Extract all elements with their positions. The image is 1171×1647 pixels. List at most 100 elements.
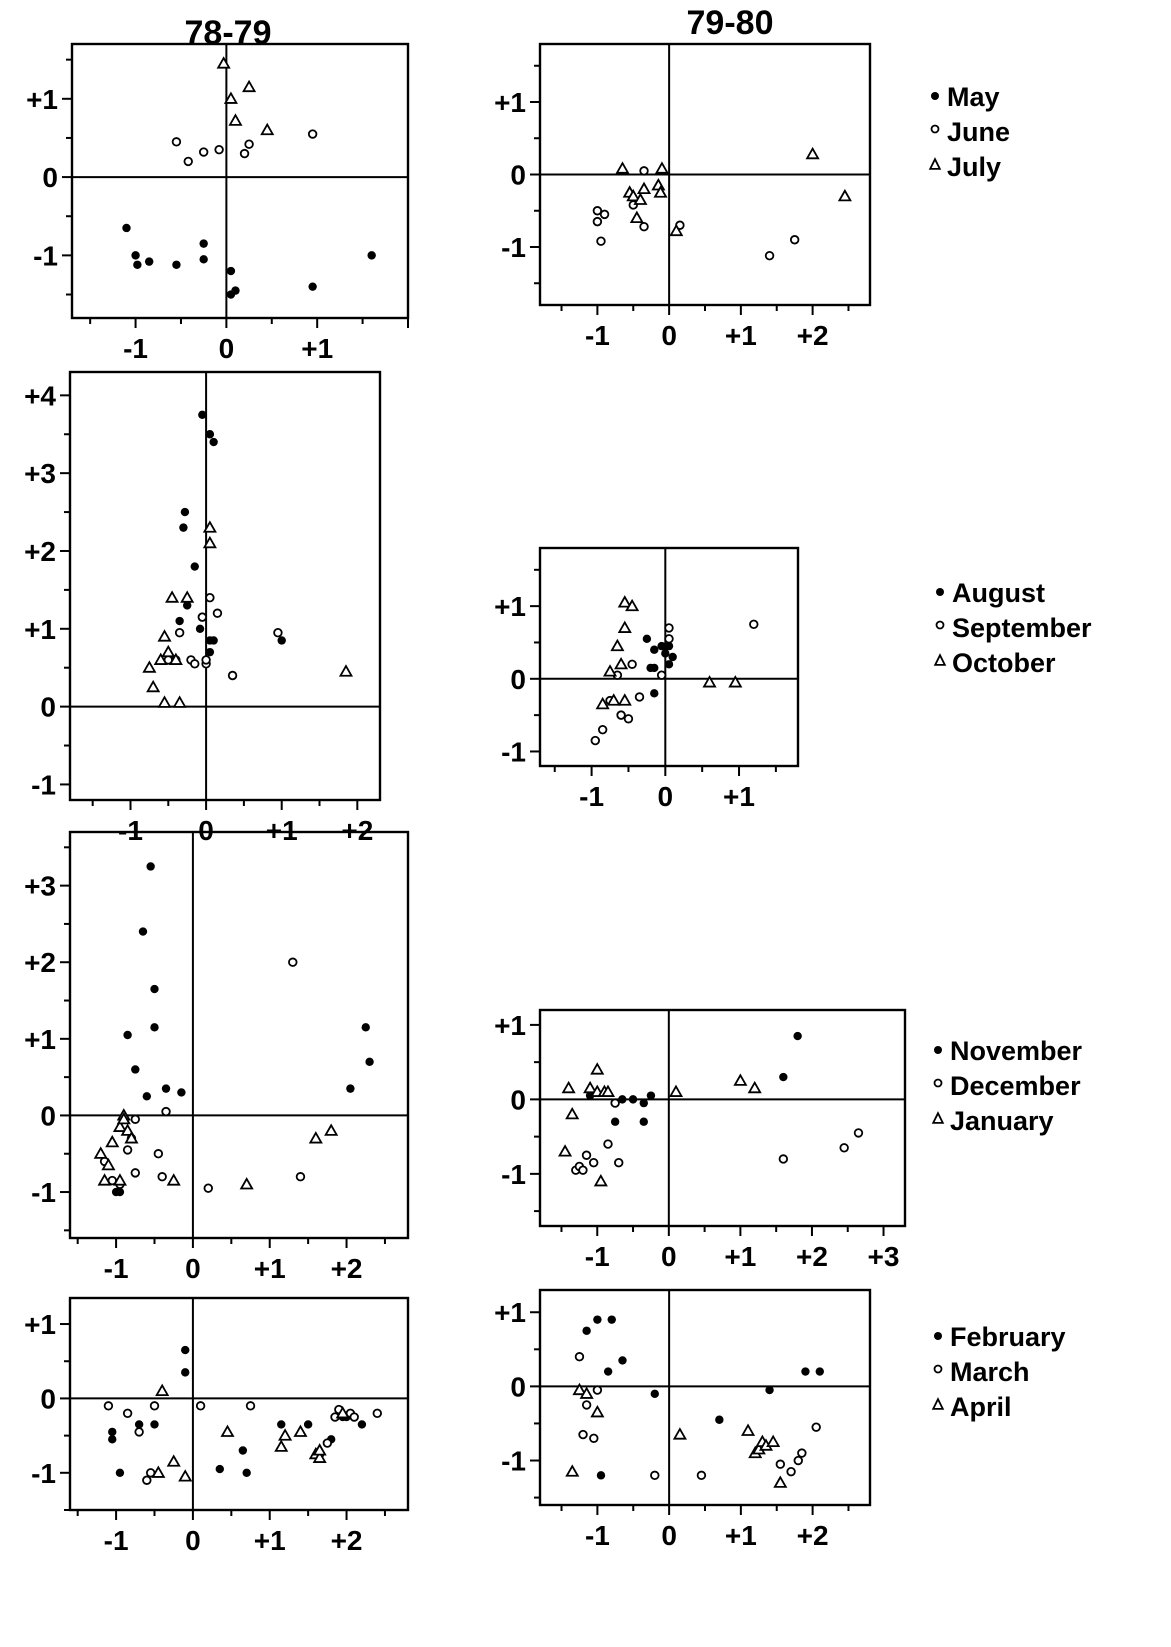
data-point-dot	[603, 1367, 613, 1376]
data-point-dot	[582, 1326, 591, 1335]
data-point-dot	[199, 239, 208, 248]
data-point-triangle	[151, 1465, 166, 1478]
legend-label: October	[952, 648, 1056, 678]
data-point-dot	[150, 1023, 159, 1032]
data-point-triangle	[165, 590, 180, 603]
data-point-circle	[786, 1466, 796, 1477]
panel-6: +1 0 -1 -1 0 +1 +2 +3	[494, 1008, 907, 1272]
data-point-circle	[134, 1427, 144, 1437]
data-point-dot	[238, 1446, 248, 1455]
series-december	[571, 1098, 864, 1175]
legend-marker-dot	[934, 1332, 942, 1340]
data-point-dot	[177, 1088, 186, 1097]
data-point-triangle	[97, 1173, 112, 1186]
data-point-triangle	[636, 181, 652, 195]
series-april	[565, 1382, 788, 1488]
data-point-circle	[174, 627, 185, 638]
data-point-dot	[209, 636, 218, 645]
x-tick-label: 0	[661, 1241, 677, 1272]
data-point-circle	[372, 1408, 382, 1418]
y-tick-label: +1	[26, 84, 58, 115]
data-point-circle	[588, 1157, 599, 1168]
y-tick-label: -1	[501, 1446, 526, 1477]
data-point-triangle	[837, 188, 852, 202]
data-point-circle	[103, 1401, 114, 1411]
x-tick-label: +2	[331, 1525, 363, 1556]
data-point-circle	[599, 209, 610, 220]
data-point-dot	[205, 430, 215, 439]
data-point-triangle	[602, 664, 618, 677]
data-point-circle	[122, 1408, 133, 1418]
x-tick-label: -1	[118, 815, 143, 846]
data-point-triangle	[157, 695, 172, 708]
data-point-dot	[122, 223, 131, 233]
data-point-circle	[778, 1154, 789, 1164]
data-point-triangle	[223, 91, 238, 104]
data-point-dot	[115, 1468, 125, 1478]
series-march	[574, 1352, 821, 1481]
series-january	[557, 1062, 762, 1187]
y-tick-label: 0	[510, 1084, 526, 1115]
data-point-triangle	[740, 1423, 756, 1436]
legend-label: June	[947, 117, 1010, 147]
panel-frame	[68, 1296, 410, 1512]
panel-7: +1 0 -1 -1 0 +1 +2	[24, 1296, 410, 1556]
panel-frame	[538, 546, 800, 768]
data-point-dot	[765, 1385, 774, 1395]
series-august	[175, 410, 286, 657]
data-point-dot	[150, 984, 159, 994]
data-point-circle	[650, 1470, 660, 1481]
data-point-dot	[650, 645, 659, 654]
data-point-dot	[650, 689, 659, 698]
legend-label: December	[950, 1071, 1081, 1101]
data-point-triangle	[615, 161, 630, 174]
data-point-circle	[149, 1401, 160, 1411]
series-june	[592, 166, 800, 261]
legend-3: November December January	[931, 1036, 1083, 1136]
data-point-dot	[195, 624, 205, 633]
data-point-dot	[715, 1415, 724, 1424]
y-tick-label: 0	[510, 664, 526, 695]
data-point-circle	[122, 1145, 133, 1155]
data-point-dot	[215, 1464, 224, 1474]
data-point-circle	[811, 1422, 821, 1432]
data-point-dot	[131, 1065, 140, 1074]
legend-marker-triangle	[933, 653, 947, 666]
x-tick-label: -1	[585, 1241, 610, 1272]
data-point-triangle	[583, 1080, 598, 1094]
data-point-triangle	[593, 1173, 608, 1187]
data-point-triangle	[112, 1173, 127, 1186]
legend-1: May June July	[928, 82, 1010, 182]
data-point-triangle	[617, 620, 632, 633]
data-point-dot	[277, 636, 286, 645]
data-point-dot	[650, 663, 659, 673]
legend-label: September	[952, 613, 1092, 643]
data-point-triangle	[124, 1131, 139, 1144]
data-point-circle	[590, 735, 600, 746]
data-point-dot	[108, 1435, 117, 1444]
panel-1: +1 0 -1 -1 0 +1	[26, 42, 410, 364]
x-tick-label: +1	[301, 333, 333, 364]
data-point-triangle	[672, 1427, 687, 1440]
data-point-triangle	[157, 629, 172, 642]
y-tick-label: 0	[40, 1383, 56, 1414]
data-point-circle	[307, 129, 318, 139]
data-point-triangle	[565, 1464, 580, 1477]
data-point-circle	[592, 216, 603, 227]
data-point-circle	[589, 1433, 599, 1443]
data-point-triangle	[168, 652, 183, 665]
data-point-dot	[639, 1098, 648, 1108]
data-point-circle	[203, 1183, 213, 1193]
data-point-triangle	[239, 1177, 254, 1190]
data-point-dot	[190, 562, 199, 571]
x-tick-label: +1	[724, 1241, 756, 1272]
data-point-triangle	[242, 79, 257, 93]
data-point-dot	[209, 437, 218, 447]
data-point-dot	[205, 647, 215, 657]
y-tick-label: 0	[510, 1371, 526, 1402]
data-point-circle	[157, 1172, 167, 1182]
data-point-circle	[581, 1400, 592, 1410]
data-point-dot	[181, 1345, 190, 1355]
data-point-triangle	[216, 56, 231, 69]
y-tick-label: +1	[24, 1309, 56, 1340]
